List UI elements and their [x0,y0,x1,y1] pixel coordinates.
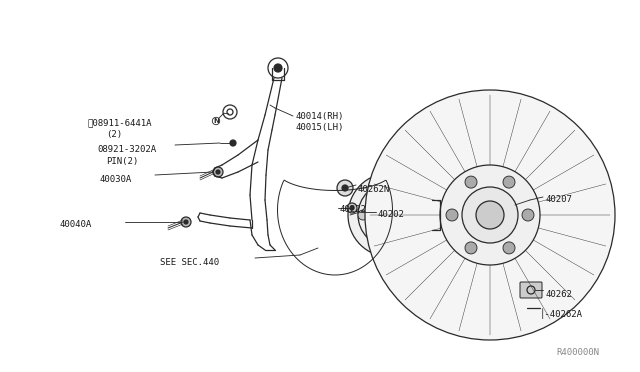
Circle shape [371,187,381,197]
Circle shape [503,242,515,254]
Text: 40030A: 40030A [100,175,132,184]
Text: │-40262A: │-40262A [540,308,583,319]
Circle shape [399,187,408,197]
Circle shape [503,176,515,188]
Circle shape [350,206,354,210]
Text: 08921-3202A: 08921-3202A [97,145,156,154]
Text: ⓝ08911-6441A: ⓝ08911-6441A [88,118,152,127]
Circle shape [337,180,353,196]
Text: R400000N: R400000N [556,348,599,357]
Circle shape [412,210,422,220]
Circle shape [213,167,223,177]
Circle shape [184,220,188,224]
Circle shape [440,165,540,265]
Circle shape [230,140,236,146]
Circle shape [462,187,518,243]
Text: 40015(LH): 40015(LH) [295,123,344,132]
Circle shape [365,90,615,340]
Circle shape [181,217,191,227]
Circle shape [371,233,381,243]
Circle shape [342,185,348,191]
Text: N: N [213,118,219,124]
Text: 40202: 40202 [378,210,405,219]
Text: 40262N: 40262N [358,185,390,194]
Circle shape [358,210,368,220]
FancyBboxPatch shape [520,282,542,298]
Circle shape [382,207,398,223]
Text: PIN(2): PIN(2) [106,157,138,166]
Circle shape [522,209,534,221]
Text: 40262: 40262 [545,290,572,299]
Text: SEE SEC.440: SEE SEC.440 [160,258,219,267]
Circle shape [465,176,477,188]
Text: 40222: 40222 [340,205,367,214]
Circle shape [399,233,408,243]
Text: 40207: 40207 [545,195,572,204]
Circle shape [347,203,357,213]
Circle shape [446,209,458,221]
Circle shape [274,64,282,72]
Circle shape [216,170,220,174]
Circle shape [476,201,504,229]
Text: 40014(RH): 40014(RH) [295,112,344,121]
Circle shape [465,242,477,254]
Circle shape [348,173,432,257]
Text: (2): (2) [106,130,122,139]
Text: 40040A: 40040A [60,220,92,229]
